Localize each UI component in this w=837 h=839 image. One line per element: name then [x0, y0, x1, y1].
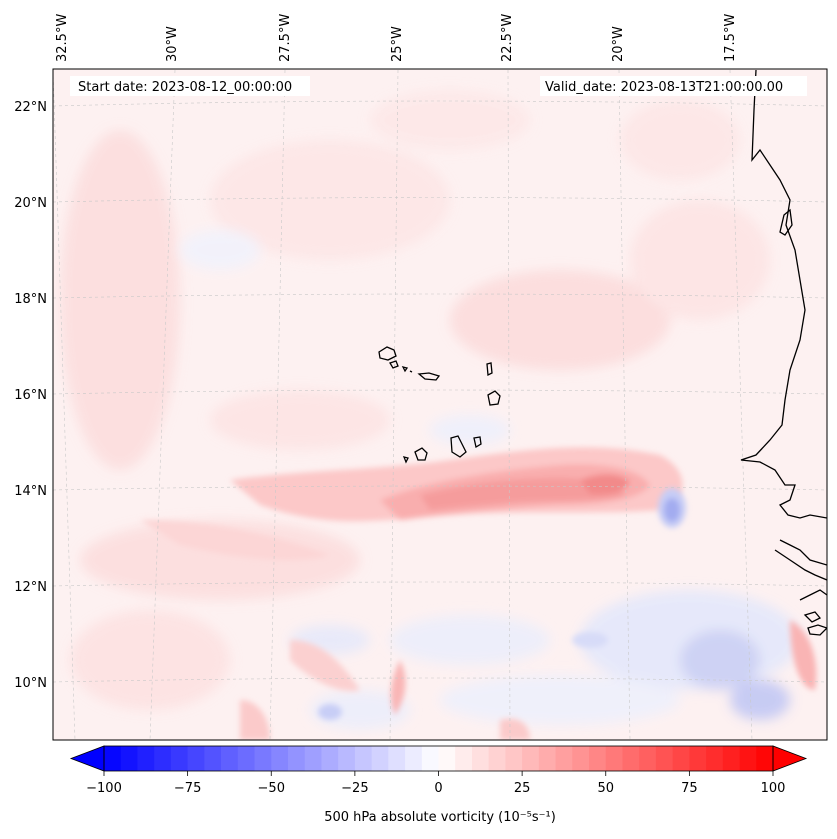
- colorbar-segment: [405, 746, 423, 771]
- colorbar-min-arrow: [69, 745, 105, 772]
- colorbar-segment: [237, 746, 255, 771]
- colorbar-segment: [455, 746, 473, 771]
- lat-label: 18°N: [14, 292, 47, 307]
- colorbar-segment: [471, 746, 490, 771]
- lon-label: 20°W: [611, 26, 626, 62]
- colorbar-segment: [271, 746, 289, 771]
- colorbar-segment: [388, 746, 406, 771]
- lat-label: 16°N: [14, 388, 47, 403]
- colorbar: −100 −75 −50 −25 0 25 50 75 100 500 hPa absolute…: [69, 745, 808, 825]
- lon-label: 22.5°W: [500, 14, 515, 62]
- lat-label: 14°N: [14, 484, 47, 499]
- colorbar-segment: [304, 746, 322, 771]
- colorbar-segment: [170, 746, 189, 771]
- colorbar-segment: [204, 746, 222, 771]
- colorbar-segment: [672, 746, 690, 771]
- coastline: [740, 69, 827, 636]
- colorbar-segment: [689, 746, 707, 771]
- colorbar-tick-label: 50: [597, 781, 614, 796]
- colorbar-tick-label: 75: [681, 781, 698, 796]
- colorbar-segment: [739, 746, 757, 771]
- header: Start date: 2023-08-12_00:00:00 Valid_da…: [70, 76, 807, 96]
- colorbar-segment: [120, 746, 138, 771]
- lat-label: 20°N: [14, 196, 47, 211]
- colorbar-segment: [488, 746, 506, 771]
- colorbar-segment: [421, 746, 439, 771]
- lon-label: 32.5°W: [55, 14, 70, 62]
- colorbar-segment: [538, 746, 556, 771]
- lon-label: 27.5°W: [278, 14, 293, 62]
- colorbar-tick-label: 0: [434, 781, 442, 796]
- lat-label: 10°N: [14, 676, 47, 691]
- latitude-labels: 22°N 20°N 18°N 16°N 14°N 12°N 10°N: [14, 100, 47, 691]
- longitude-labels: 32.5°W 30°W 27.5°W 25°W 22.5°W 20°W 17.5…: [55, 14, 738, 62]
- colorbar-segment: [254, 746, 272, 771]
- colorbar-segment: [622, 746, 640, 771]
- colorbar-ticks: −100 −75 −50 −25 0 25 50 75 100: [86, 771, 785, 796]
- map-frame: [52, 68, 828, 741]
- gridlines: [53, 69, 827, 740]
- colorbar-segment: [137, 746, 155, 771]
- vorticity-field: [53, 69, 827, 740]
- colorbar-label: 500 hPa absolute vorticity (10⁻⁵s⁻¹): [324, 810, 556, 825]
- colorbar-segment: [221, 746, 239, 771]
- colorbar-segment: [555, 746, 573, 771]
- colorbar-max-arrow: [772, 745, 808, 772]
- colorbar-segment: [154, 746, 172, 771]
- colorbar-segments: [104, 746, 774, 771]
- colorbar-segment: [287, 746, 306, 771]
- colorbar-segment: [572, 746, 590, 771]
- colorbar-segment: [371, 746, 389, 771]
- colorbar-segment: [505, 746, 523, 771]
- colorbar-segment: [187, 746, 205, 771]
- colorbar-segment: [321, 746, 339, 771]
- colorbar-tick-label: 25: [514, 781, 531, 796]
- colorbar-segment: [522, 746, 540, 771]
- lon-label: 17.5°W: [723, 14, 738, 62]
- lon-label: 25°W: [390, 26, 405, 62]
- colorbar-segment: [706, 746, 724, 771]
- colorbar-segment: [354, 746, 372, 771]
- colorbar-segment: [589, 746, 607, 771]
- lat-label: 22°N: [14, 100, 47, 115]
- start-date-label: Start date: 2023-08-12_00:00:00: [78, 80, 292, 95]
- colorbar-tick-label: −25: [341, 781, 368, 796]
- lon-label: 30°W: [165, 26, 180, 62]
- colorbar-segment: [639, 746, 657, 771]
- colorbar-segment: [338, 746, 356, 771]
- colorbar-tick-label: −100: [86, 781, 122, 796]
- lat-label: 12°N: [14, 580, 47, 595]
- colorbar-segment: [655, 746, 674, 771]
- colorbar-segment: [605, 746, 623, 771]
- colorbar-tick-label: −75: [174, 781, 201, 796]
- valid-date-label: Valid_date: 2023-08-13T21:00:00.00: [545, 80, 783, 95]
- colorbar-segment: [756, 746, 774, 771]
- colorbar-segment: [438, 746, 456, 771]
- colorbar-segment: [104, 746, 122, 771]
- cape-verde-islands: [378, 346, 501, 464]
- colorbar-tick-label: −50: [258, 781, 285, 796]
- colorbar-tick-label: 100: [761, 781, 786, 796]
- colorbar-segment: [722, 746, 740, 771]
